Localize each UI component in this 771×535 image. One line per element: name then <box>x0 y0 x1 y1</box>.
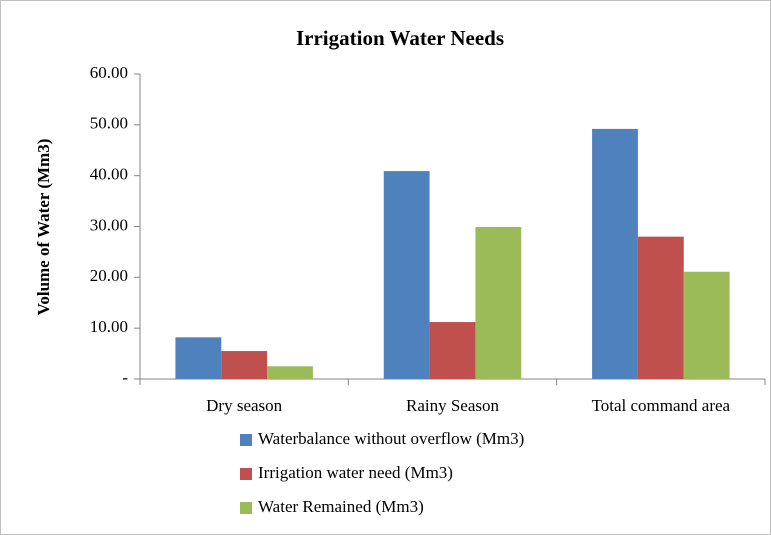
bar <box>475 227 522 379</box>
y-tick-label: 10.00 <box>90 317 128 336</box>
bar <box>637 236 684 379</box>
x-tick-label: Dry season <box>206 396 283 415</box>
bar <box>383 171 430 379</box>
y-tick-label: 50.00 <box>90 114 128 133</box>
x-tick-label: Rainy Season <box>406 396 500 415</box>
y-tick-label: - <box>122 368 128 387</box>
legend-swatch <box>240 502 252 514</box>
bar <box>267 366 313 379</box>
bar <box>592 128 638 379</box>
x-tick-label: Total command area <box>592 396 731 415</box>
bar <box>175 337 222 379</box>
y-tick-label: 60.00 <box>90 63 128 82</box>
bar <box>429 322 476 379</box>
bar <box>221 351 268 379</box>
y-tick-label: 40.00 <box>90 165 128 184</box>
chart-title: Irrigation Water Needs <box>296 26 504 50</box>
legend-label: Irrigation water need (Mm3) <box>258 463 453 482</box>
legend-swatch <box>240 434 252 446</box>
legend-swatch <box>240 468 252 480</box>
bar <box>683 271 730 379</box>
y-axis-label: Volume of Water (Mm3) <box>34 139 53 316</box>
legend-label: Water Remained (Mm3) <box>258 497 424 516</box>
y-tick-label: 20.00 <box>90 266 128 285</box>
y-tick-label: 30.00 <box>90 215 128 234</box>
legend-label: Waterbalance without overflow (Mm3) <box>258 429 524 448</box>
